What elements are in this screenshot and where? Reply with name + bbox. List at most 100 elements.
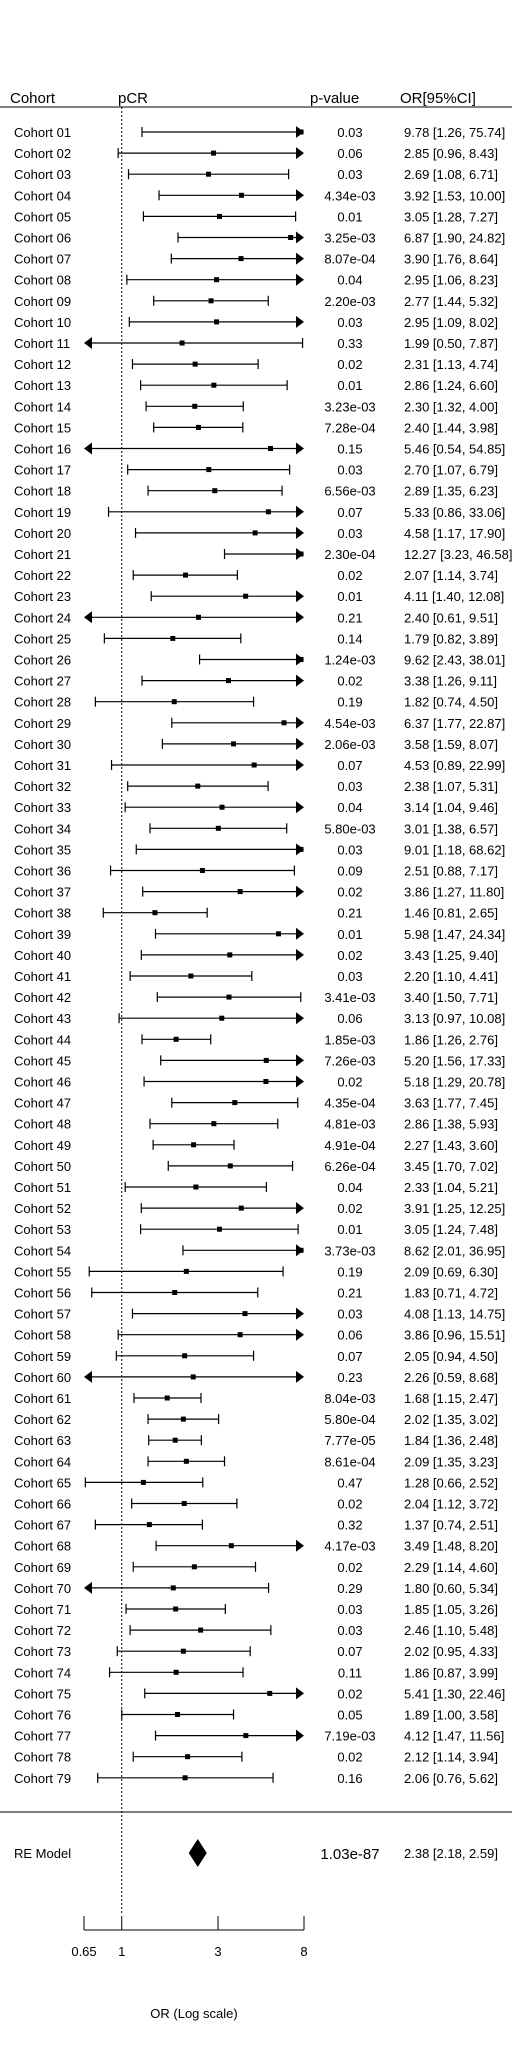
- or-point: [227, 952, 233, 958]
- p-value: 0.04: [337, 1180, 362, 1195]
- study-row: Cohort 03 0.03 2.69 [1.08, 6.71]: [14, 167, 498, 182]
- study-name: Cohort 71: [14, 1602, 71, 1617]
- study-name: Cohort 16: [14, 442, 71, 457]
- study-row: Cohort 19 0.07 5.33 [0.86, 33.06]: [14, 505, 505, 520]
- or-point: [263, 1057, 269, 1063]
- study-row: Cohort 31 0.07 4.53 [0.89, 22.99]: [14, 758, 505, 773]
- or-point: [214, 277, 220, 283]
- summary-name: RE Model: [14, 1846, 71, 1861]
- study-row: Cohort 62 5.80e-04 2.02 [1.35, 3.02]: [14, 1412, 498, 1427]
- or-ci-text: 8.62 [2.01, 36.95]: [404, 1243, 505, 1258]
- or-ci-text: 1.89 [1.00, 3.58]: [404, 1708, 498, 1723]
- or-point: [216, 1226, 222, 1232]
- study-name: Cohort 06: [14, 231, 71, 246]
- p-value: 0.07: [337, 1349, 362, 1364]
- or-point: [212, 488, 218, 494]
- p-value: 0.03: [337, 969, 362, 984]
- or-ci-text: 1.85 [1.05, 3.26]: [404, 1602, 498, 1617]
- or-ci-text: 3.05 [1.24, 7.48]: [404, 1222, 498, 1237]
- or-ci-text: 2.07 [1.14, 3.74]: [404, 568, 498, 583]
- study-row: Cohort 23 0.01 4.11 [1.40, 12.08]: [14, 589, 504, 604]
- or-ci-text: 3.58 [1.59, 8.07]: [404, 737, 498, 752]
- study-name: Cohort 27: [14, 674, 71, 689]
- study-name: Cohort 50: [14, 1159, 71, 1174]
- study-name: Cohort 24: [14, 610, 71, 625]
- study-row: Cohort 22 0.02 2.07 [1.14, 3.74]: [14, 568, 498, 583]
- or-point: [188, 973, 194, 979]
- p-value: 0.02: [337, 885, 362, 900]
- or-ci-text: 4.08 [1.13, 14.75]: [404, 1307, 505, 1322]
- study-name: Cohort 18: [14, 484, 71, 499]
- header-or-ci: OR[95%CI]: [400, 90, 476, 107]
- p-value: 2.06e-03: [324, 737, 375, 752]
- or-ci-text: 3.05 [1.28, 7.27]: [404, 209, 498, 224]
- study-row: Cohort 78 0.02 2.12 [1.14, 3.94]: [14, 1750, 498, 1765]
- or-point: [219, 804, 225, 810]
- ci-arrow-right: [296, 1202, 304, 1215]
- or-ci-text: 2.12 [1.14, 3.94]: [404, 1750, 498, 1765]
- or-ci-text: 4.12 [1.47, 11.56]: [404, 1729, 504, 1744]
- study-name: Cohort 54: [14, 1243, 71, 1258]
- p-value: 1.85e-03: [324, 1032, 375, 1047]
- study-row: Cohort 33 0.04 3.14 [1.04, 9.46]: [14, 800, 498, 815]
- or-point: [195, 614, 201, 620]
- study-row: Cohort 35 0.03 9.01 [1.18, 68.62]: [14, 842, 505, 857]
- p-value: 3.25e-03: [324, 231, 375, 246]
- p-value: 2.20e-03: [324, 294, 375, 309]
- ci-arrow-right: [296, 189, 304, 202]
- p-value: 0.03: [337, 1623, 362, 1638]
- or-point: [251, 762, 257, 768]
- p-value: 0.21: [337, 906, 362, 921]
- study-name: Cohort 25: [14, 631, 71, 646]
- or-ci-text: 2.29 [1.14, 4.60]: [404, 1560, 498, 1575]
- p-value: 0.01: [337, 378, 362, 393]
- p-value: 0.03: [337, 779, 362, 794]
- study-name: Cohort 63: [14, 1433, 71, 1448]
- study-name: Cohort 31: [14, 758, 71, 773]
- study-row: Cohort 37 0.02 3.86 [1.27, 11.80]: [14, 885, 504, 900]
- p-value: 0.03: [337, 1307, 362, 1322]
- study-name: Cohort 56: [14, 1286, 71, 1301]
- study-row: Cohort 06 3.25e-03 6.87 [1.90, 24.82]: [14, 231, 505, 246]
- ci-arrow-left: [84, 611, 92, 624]
- study-name: Cohort 62: [14, 1412, 71, 1427]
- or-ci-text: 12.27 [3.23, 46.58]: [404, 547, 512, 562]
- p-value: 2.30e-04: [324, 547, 375, 562]
- study-name: Cohort 69: [14, 1560, 71, 1575]
- study-name: Cohort 33: [14, 800, 71, 815]
- p-value: 0.03: [337, 315, 362, 330]
- ci-arrow-right: [296, 1539, 304, 1552]
- or-ci-text: 3.40 [1.50, 7.71]: [404, 990, 498, 1005]
- ci-arrow-right: [296, 1729, 304, 1742]
- study-name: Cohort 05: [14, 209, 71, 224]
- or-point: [192, 361, 198, 367]
- p-value: 0.02: [337, 1750, 362, 1765]
- p-value: 0.01: [337, 927, 362, 942]
- study-row: Cohort 30 2.06e-03 3.58 [1.59, 8.07]: [14, 737, 498, 752]
- or-ci-text: 2.95 [1.09, 8.02]: [404, 315, 498, 330]
- study-name: Cohort 09: [14, 294, 71, 309]
- or-point: [182, 1775, 188, 1781]
- study-name: Cohort 67: [14, 1518, 71, 1533]
- study-name: Cohort 51: [14, 1180, 71, 1195]
- study-row: Cohort 79 0.16 2.06 [0.76, 5.62]: [14, 1771, 498, 1786]
- study-row: Cohort 60 0.23 2.26 [0.59, 8.68]: [14, 1370, 498, 1385]
- or-point: [205, 171, 211, 177]
- or-point: [180, 1648, 186, 1654]
- or-point: [263, 1079, 269, 1084]
- study-row: Cohort 40 0.02 3.43 [1.25, 9.40]: [14, 948, 498, 963]
- or-ci-text: 3.86 [0.96, 15.51]: [404, 1328, 505, 1343]
- study-name: Cohort 41: [14, 969, 71, 984]
- study-name: Cohort 14: [14, 399, 71, 414]
- or-point: [182, 1353, 188, 1359]
- or-point: [267, 1690, 273, 1696]
- or-ci-text: 2.77 [1.44, 5.32]: [404, 294, 498, 309]
- or-point: [214, 319, 220, 325]
- ci-arrow-right: [296, 1054, 304, 1067]
- or-ci-text: 1.82 [0.74, 4.50]: [404, 695, 498, 710]
- or-point: [170, 635, 176, 641]
- or-ci-text: 2.69 [1.08, 6.71]: [404, 167, 498, 182]
- p-value: 7.19e-03: [324, 1729, 375, 1744]
- study-row: Cohort 29 4.54e-03 6.37 [1.77, 22.87]: [14, 716, 505, 731]
